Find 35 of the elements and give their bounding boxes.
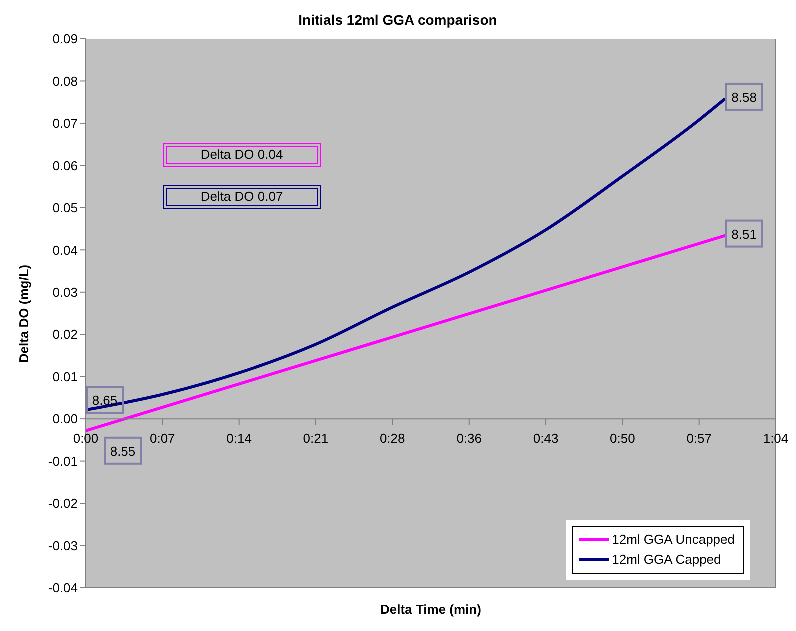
x-tick-label: 0:57 [686,431,712,446]
y-tick-label: -0.03 [48,538,78,554]
x-tick-label: 1:04 [763,431,789,446]
annotation: 8.58 [732,90,757,105]
annotation: Delta DO 0.07 [163,185,321,209]
y-tick-label: -0.04 [48,580,78,596]
y-tick-label: -0.02 [48,496,78,512]
y-axis-title: Delta DO (mg/L) [16,264,32,363]
y-tick-label: 0.06 [52,158,78,174]
x-tick-label: 0:00 [73,431,99,446]
y-tick-label: 0.05 [52,200,78,216]
y-tick-label: 0.01 [52,369,78,384]
x-tick-label: 0:14 [226,431,252,446]
x-tick-label: 0:28 [380,431,406,446]
y-tick-label: -0.01 [48,454,78,469]
y-tick-label: 0.02 [52,327,78,342]
annotation: 8.55 [110,444,136,459]
legend-label: 12ml GGA Capped [612,551,722,569]
y-tick-label: 0.09 [52,32,78,47]
x-tick-label: 0:07 [150,431,176,446]
y-tick-label: 0.08 [52,74,78,89]
x-axis-title: Delta Time (min) [380,602,482,617]
x-tick-label: 0:36 [456,431,482,446]
y-tick-label: 0.00 [52,412,78,427]
x-tick-label: 0:50 [610,431,636,446]
x-tick-label: 0:43 [533,431,559,446]
annotation: Delta DO 0.04 [163,143,321,167]
y-tick-label: 0.04 [52,242,78,258]
x-tick-label: 0:21 [303,431,329,446]
annotation: 8.51 [732,226,757,242]
y-tick-label: 0.03 [52,285,78,300]
annotation: 8.65 [92,393,118,408]
chart-title: Initials 12ml GGA comparison [298,12,498,28]
legend-label: 12ml GGA Uncapped [612,531,735,549]
y-tick-label: 0.07 [52,116,78,132]
